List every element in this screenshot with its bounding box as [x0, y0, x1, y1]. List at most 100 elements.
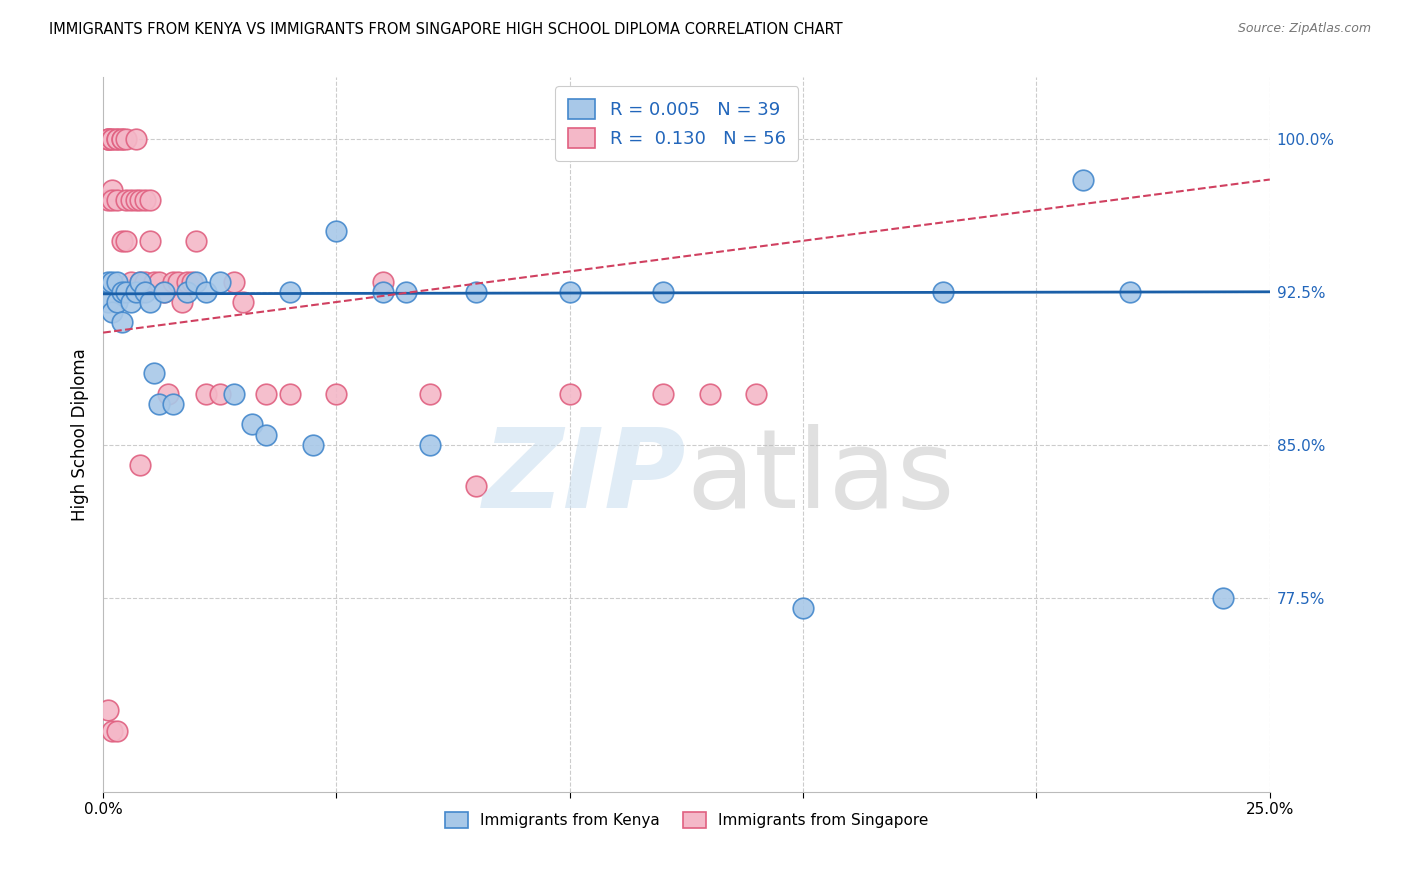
Point	[101, 275, 124, 289]
Point	[148, 397, 170, 411]
Point	[143, 367, 166, 381]
Point	[139, 193, 162, 207]
Point	[792, 601, 814, 615]
Point	[101, 183, 124, 197]
Point	[129, 285, 152, 299]
Point	[105, 275, 128, 289]
Point	[699, 387, 721, 401]
Point	[105, 131, 128, 145]
Point	[1119, 285, 1142, 299]
Point	[101, 131, 124, 145]
Point	[97, 131, 120, 145]
Point	[139, 234, 162, 248]
Point	[256, 387, 278, 401]
Point	[152, 285, 174, 299]
Point	[186, 275, 208, 289]
Point	[395, 285, 418, 299]
Point	[558, 387, 581, 401]
Point	[129, 193, 152, 207]
Point	[232, 295, 254, 310]
Point	[176, 285, 198, 299]
Point	[302, 438, 325, 452]
Point	[129, 458, 152, 473]
Point	[208, 387, 231, 401]
Point	[419, 438, 441, 452]
Point	[101, 193, 124, 207]
Point	[256, 427, 278, 442]
Point	[134, 275, 156, 289]
Point	[125, 193, 148, 207]
Point	[115, 193, 138, 207]
Point	[111, 234, 134, 248]
Point	[115, 131, 138, 145]
Point	[105, 723, 128, 738]
Point	[194, 387, 217, 401]
Point	[652, 285, 675, 299]
Point	[652, 387, 675, 401]
Point	[194, 285, 217, 299]
Point	[129, 275, 152, 289]
Text: Source: ZipAtlas.com: Source: ZipAtlas.com	[1237, 22, 1371, 36]
Point	[97, 131, 120, 145]
Point	[371, 275, 394, 289]
Point	[419, 387, 441, 401]
Point	[139, 295, 162, 310]
Text: IMMIGRANTS FROM KENYA VS IMMIGRANTS FROM SINGAPORE HIGH SCHOOL DIPLOMA CORRELATI: IMMIGRANTS FROM KENYA VS IMMIGRANTS FROM…	[49, 22, 842, 37]
Point	[1071, 172, 1094, 186]
Point	[143, 275, 166, 289]
Point	[129, 275, 152, 289]
Point	[745, 387, 768, 401]
Point	[558, 285, 581, 299]
Point	[105, 193, 128, 207]
Point	[208, 275, 231, 289]
Point	[134, 193, 156, 207]
Point	[115, 285, 138, 299]
Legend: Immigrants from Kenya, Immigrants from Singapore: Immigrants from Kenya, Immigrants from S…	[439, 806, 934, 834]
Point	[222, 275, 245, 289]
Point	[325, 223, 347, 237]
Point	[278, 285, 301, 299]
Y-axis label: High School Diploma: High School Diploma	[72, 348, 89, 521]
Point	[162, 275, 184, 289]
Point	[105, 131, 128, 145]
Point	[172, 295, 194, 310]
Point	[166, 275, 188, 289]
Point	[157, 387, 180, 401]
Point	[1212, 591, 1234, 605]
Point	[115, 234, 138, 248]
Point	[186, 234, 208, 248]
Point	[120, 295, 142, 310]
Text: ZIP: ZIP	[484, 424, 686, 531]
Point	[465, 285, 488, 299]
Point	[176, 275, 198, 289]
Point	[180, 275, 202, 289]
Point	[125, 131, 148, 145]
Point	[101, 723, 124, 738]
Point	[222, 387, 245, 401]
Point	[97, 295, 120, 310]
Point	[371, 285, 394, 299]
Point	[111, 315, 134, 329]
Point	[111, 285, 134, 299]
Point	[125, 285, 148, 299]
Point	[101, 305, 124, 319]
Point	[152, 285, 174, 299]
Point	[325, 387, 347, 401]
Point	[278, 387, 301, 401]
Point	[465, 479, 488, 493]
Point	[97, 703, 120, 717]
Point	[105, 295, 128, 310]
Point	[134, 285, 156, 299]
Point	[111, 131, 134, 145]
Point	[242, 417, 264, 432]
Point	[148, 275, 170, 289]
Point	[120, 193, 142, 207]
Point	[111, 131, 134, 145]
Point	[97, 275, 120, 289]
Point	[97, 131, 120, 145]
Point	[97, 193, 120, 207]
Point	[162, 397, 184, 411]
Point	[101, 131, 124, 145]
Text: atlas: atlas	[686, 424, 955, 531]
Point	[120, 275, 142, 289]
